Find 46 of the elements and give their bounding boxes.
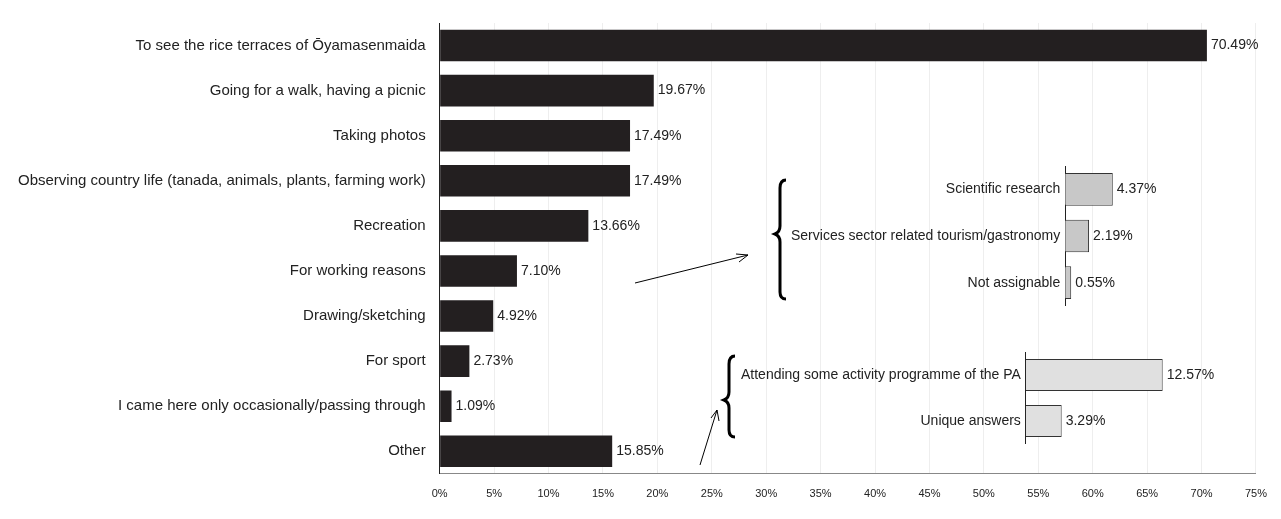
data-label: 17.49% xyxy=(634,171,682,188)
y-tick-label: Going for a walk, having a picnic xyxy=(209,80,427,98)
x-tick-label: 40% xyxy=(864,487,887,500)
y-tick-label: Taking photos xyxy=(333,125,426,143)
x-tick-label: 20% xyxy=(646,487,669,500)
data-label: 17.49% xyxy=(634,126,682,143)
x-tick-label: 55% xyxy=(1027,487,1050,500)
x-tick-label: 60% xyxy=(1081,487,1104,500)
y-tick-label: Scientific research xyxy=(945,180,1061,197)
x-tick-label: 5% xyxy=(486,487,503,500)
x-tick-label: 30% xyxy=(755,487,778,500)
data-label: 1.09% xyxy=(455,397,496,414)
y-tick-label: I came here only occasionally/passing through xyxy=(117,396,426,414)
data-label: 4.37% xyxy=(1116,180,1157,197)
x-tick-label: 35% xyxy=(809,487,832,500)
y-tick-label: Unique answers xyxy=(920,411,1021,428)
y-tick-label: To see the rice terraces of Ōyamasenmaida xyxy=(135,35,427,53)
x-tick-label: 0% xyxy=(431,487,448,500)
y-tick-label: Recreation xyxy=(353,216,426,233)
x-tick-label: 75% xyxy=(1244,487,1268,500)
x-tick-label: 50% xyxy=(972,487,996,500)
data-label: 4.92% xyxy=(497,306,537,323)
y-tick-label: Services sector related tourism/gastronomy xyxy=(790,226,1061,243)
data-label: 70.49% xyxy=(1210,36,1259,53)
y-tick-label: Not assignable xyxy=(967,273,1061,290)
y-tick-label: For sport xyxy=(365,351,427,369)
y-tick-label: Other xyxy=(388,441,426,459)
x-tick-label: 45% xyxy=(918,487,941,500)
data-label: 2.19% xyxy=(1093,226,1133,243)
data-label: 3.29% xyxy=(1065,411,1106,428)
x-tick-label: 15% xyxy=(591,487,615,500)
data-label: 2.73% xyxy=(473,351,514,368)
x-tick-label: 65% xyxy=(1136,487,1159,500)
y-tick-label: Attending some activity programme of the PA xyxy=(741,365,1022,382)
y-tick-label: Observing country life (tanada, animals, plants, farming work) xyxy=(17,170,426,188)
data-label: 19.67% xyxy=(657,81,706,98)
x-tick-label: 25% xyxy=(700,487,723,500)
y-tick-label: Drawing/sketching xyxy=(303,306,426,324)
data-label: 0.55% xyxy=(1075,273,1115,290)
data-label: 13.66% xyxy=(592,216,640,233)
data-label: 12.57% xyxy=(1166,365,1215,382)
x-tick-label: 10% xyxy=(537,487,560,500)
y-tick-label: For working reasons xyxy=(289,261,426,279)
data-label: 15.85% xyxy=(616,442,664,459)
data-label: 7.10% xyxy=(520,261,561,278)
x-tick-label: 70% xyxy=(1190,487,1213,500)
